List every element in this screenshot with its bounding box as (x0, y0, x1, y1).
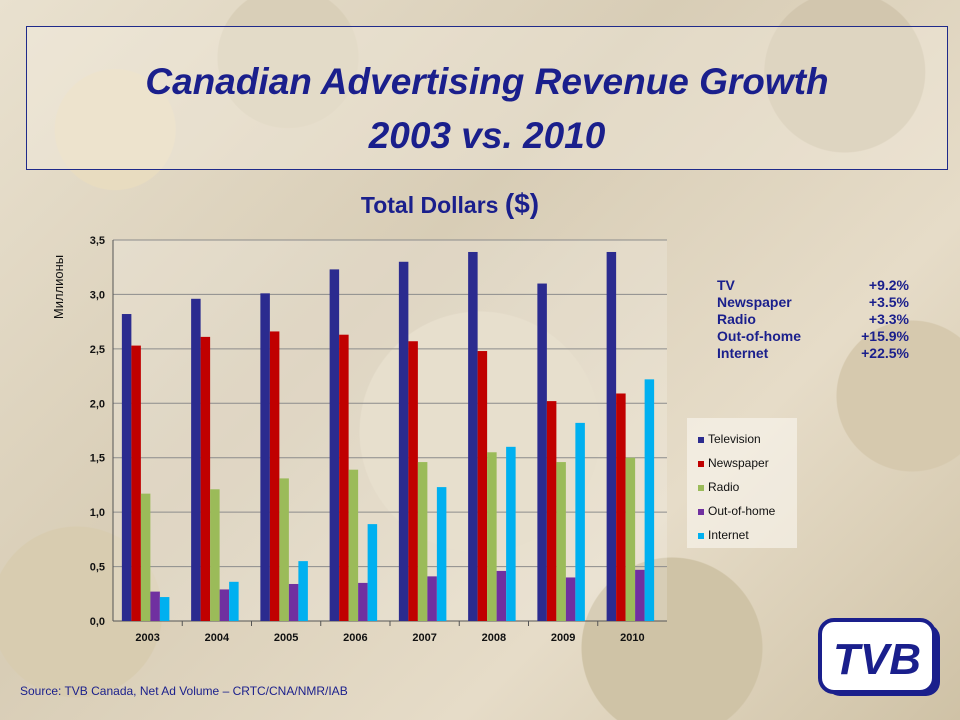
x-tick-label: 2008 (482, 632, 506, 644)
growth-label: TV (717, 277, 735, 293)
growth-value: +9.2% (868, 277, 909, 293)
legend-swatch (698, 508, 704, 515)
bar-radio-2005 (279, 478, 289, 621)
growth-row: Internet +22.5% (717, 345, 909, 362)
legend-label: Internet (708, 528, 749, 542)
chart-title-text: Total Dollars (360, 192, 499, 218)
page-subtitle-years: 2003 vs. 2010 (368, 115, 606, 156)
growth-value: +3.3% (868, 311, 909, 327)
y-tick-label: 2,0 (90, 398, 105, 410)
legend-swatch (698, 460, 704, 467)
growth-label: Newspaper (717, 294, 792, 310)
x-tick-label: 2009 (551, 632, 575, 644)
y-tick-label: 0,0 (90, 616, 105, 628)
bar-newspaper-2003 (131, 345, 141, 621)
legend-item-television: Television (698, 432, 761, 446)
legend-item-radio: Radio (698, 480, 739, 494)
bar-out-of-home-2010 (635, 569, 645, 621)
bar-internet-2007 (436, 487, 447, 621)
bar-internet-2005 (298, 561, 308, 621)
y-tick-label: 1,0 (90, 507, 105, 519)
growth-table: TV +9.2% Newspaper +3.5% Radio +3.3% Out-of-ho… (717, 277, 909, 362)
title-box: Canadian Advertising Revenue Growth 2003… (26, 26, 948, 170)
chart-title: Total Dollars ($) (0, 188, 900, 220)
x-tick-label: 2005 (274, 632, 298, 644)
bar-newspaper-2009 (546, 401, 557, 621)
bar-out-of-home-2007 (427, 576, 437, 621)
chart-title-unit: ($) (504, 188, 540, 219)
logo-text: TVB (833, 635, 921, 684)
legend-swatch (698, 484, 704, 491)
y-tick-label: 3,5 (90, 235, 105, 247)
legend-label: Newspaper (708, 456, 769, 470)
y-tick-label: 1,5 (90, 453, 105, 465)
y-axis-label: Миллионы (51, 255, 66, 319)
legend-swatch (698, 436, 704, 443)
bar-television-2004 (191, 298, 201, 621)
bar-radio-2010 (625, 457, 636, 621)
growth-label: Internet (717, 345, 769, 361)
growth-value: +22.5% (861, 345, 909, 361)
x-tick-label: 2004 (205, 632, 230, 644)
bar-television-2006 (329, 269, 340, 621)
page-title: Canadian Advertising Revenue Growth (145, 61, 829, 102)
legend-item-out-of-home: Out-of-home (698, 504, 775, 518)
bar-radio-2009 (556, 462, 566, 621)
bar-internet-2008 (506, 446, 516, 621)
bar-radio-2007 (417, 462, 428, 621)
bar-radio-2006 (348, 469, 359, 621)
x-tick-label: 2010 (620, 632, 644, 644)
growth-value: +15.9% (861, 328, 909, 344)
growth-row: Radio +3.3% (717, 311, 909, 328)
bar-television-2010 (606, 251, 617, 621)
growth-row: Newspaper +3.5% (717, 294, 909, 311)
bar-radio-2008 (487, 452, 497, 621)
bar-internet-2006 (367, 524, 378, 621)
bar-newspaper-2007 (408, 341, 418, 621)
x-tick-label: 2003 (135, 632, 159, 644)
x-tick-label: 2006 (343, 632, 367, 644)
bar-internet-2010 (644, 379, 655, 621)
bar-television-2008 (468, 251, 478, 621)
bar-internet-2009 (575, 422, 585, 621)
y-tick-label: 3,0 (90, 289, 105, 301)
legend-item-internet: Internet (698, 528, 749, 542)
bar-television-2003 (121, 314, 132, 621)
growth-label: Out-of-home (717, 328, 801, 344)
growth-value: +3.5% (868, 294, 909, 310)
bar-television-2007 (398, 261, 409, 621)
bar-out-of-home-2006 (358, 582, 368, 621)
source-note: Source: TVB Canada, Net Ad Volume – CRTC… (20, 684, 348, 698)
legend-label: Out-of-home (708, 504, 776, 518)
y-tick-label: 2,5 (90, 344, 105, 356)
bar-television-2009 (537, 283, 547, 621)
bar-out-of-home-2009 (565, 577, 576, 621)
bar-newspaper-2008 (477, 351, 488, 621)
legend-item-newspaper: Newspaper (698, 456, 769, 470)
bar-newspaper-2005 (269, 331, 280, 621)
legend-label: Television (708, 432, 761, 446)
bar-out-of-home-2008 (496, 570, 507, 621)
bar-out-of-home-2003 (150, 591, 160, 621)
y-tick-label: 0,5 (90, 562, 105, 574)
x-tick-label: 2007 (412, 632, 436, 644)
growth-row: Out-of-home +15.9% (717, 328, 909, 345)
growth-row: TV +9.2% (717, 277, 909, 294)
tvb-logo: TVB (818, 618, 940, 696)
bar-internet-2004 (229, 581, 239, 621)
bar-out-of-home-2004 (219, 589, 230, 621)
legend-swatch (698, 532, 704, 539)
bar-radio-2004 (210, 489, 220, 621)
bar-newspaper-2004 (200, 336, 211, 621)
bar-newspaper-2006 (339, 334, 349, 621)
bar-internet-2003 (159, 597, 170, 621)
growth-label: Radio (717, 311, 756, 327)
bar-out-of-home-2005 (288, 583, 299, 621)
bar-newspaper-2010 (616, 393, 626, 621)
legend-label: Radio (708, 480, 740, 494)
bar-television-2005 (260, 293, 270, 621)
legend: Television Newspaper Radio Out-of-home Inter… (687, 418, 797, 548)
bar-radio-2003 (140, 493, 151, 621)
